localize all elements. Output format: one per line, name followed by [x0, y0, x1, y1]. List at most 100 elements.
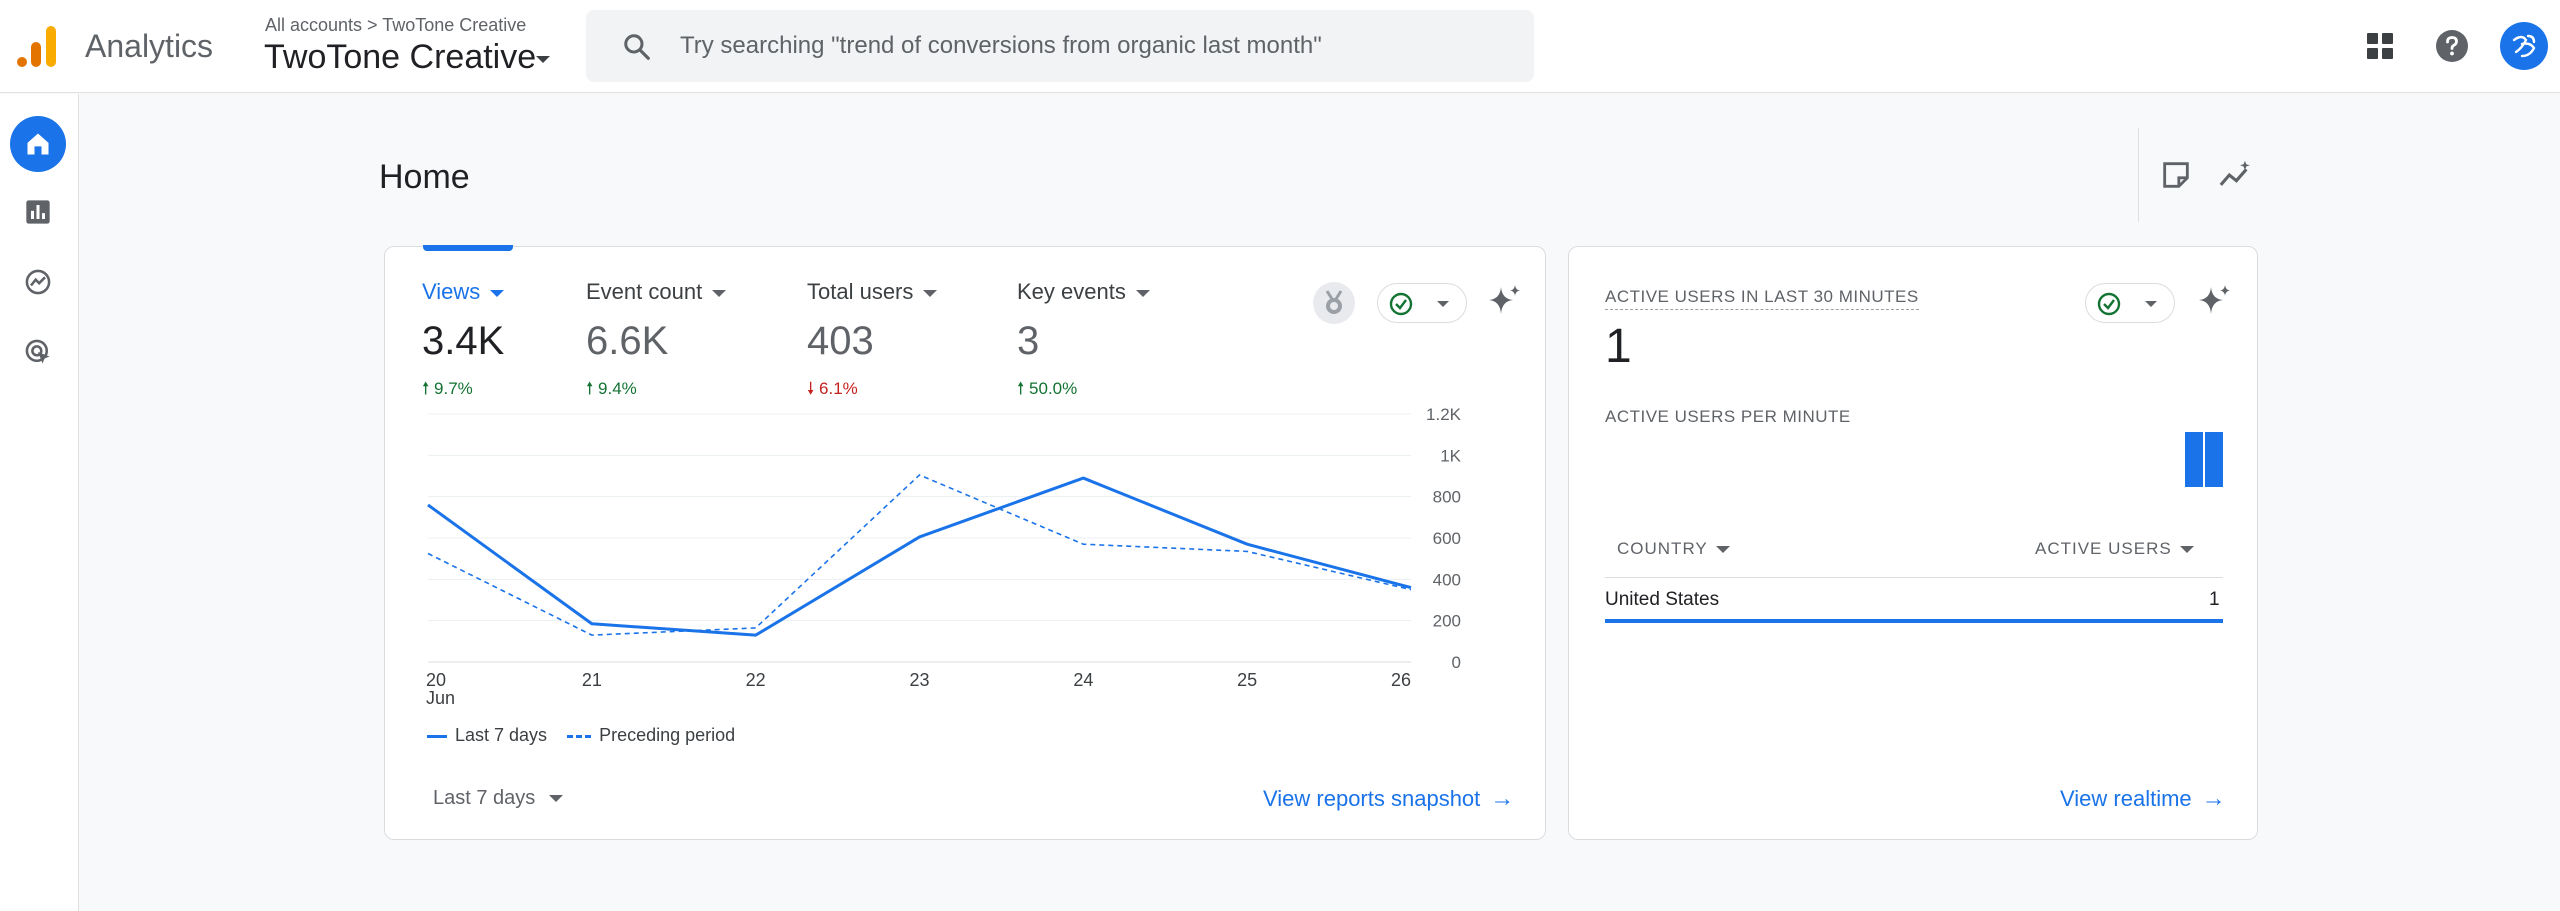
- top-app-bar: Analytics All accounts > TwoTone Creativ…: [0, 0, 2560, 93]
- arrow-up-icon: 🠕: [1017, 379, 1025, 398]
- search-input[interactable]: [680, 10, 1510, 82]
- metric-delta: 🠕 50.0%: [1017, 379, 1078, 398]
- realtime-title[interactable]: ACTIVE USERS IN LAST 30 MINUTES: [1605, 287, 1919, 310]
- chevron-down-icon: [2179, 546, 2194, 554]
- per-minute-title: ACTIVE USERS PER MINUTE: [1605, 407, 1851, 426]
- y-tick-label: 600: [1433, 529, 1461, 548]
- check-circle-icon: [1389, 292, 1449, 316]
- check-circle-icon: [2097, 292, 2157, 316]
- app-name: Analytics: [85, 28, 214, 64]
- metric-label: Key events: [1017, 279, 1126, 304]
- metric-label: Views: [422, 279, 481, 304]
- view-realtime-link[interactable]: View realtime →: [2060, 785, 2226, 813]
- left-nav-rail: [0, 94, 79, 911]
- x-tick-label: 20: [426, 670, 446, 690]
- date-range-selector[interactable]: Last 7 days: [433, 787, 564, 810]
- chevron-down-icon: [490, 289, 505, 297]
- x-tick-label: 23: [909, 670, 929, 690]
- account-selector[interactable]: TwoTone Creative: [264, 38, 537, 76]
- column-header-country[interactable]: COUNTRY: [1617, 539, 1730, 559]
- nav-advertising[interactable]: [10, 324, 66, 380]
- selected-tab-indicator: [423, 245, 513, 251]
- apps-grid-icon[interactable]: [2366, 32, 2394, 60]
- sparkle-icon[interactable]: [2197, 283, 2233, 319]
- views-line-chart: 0 200 400 600 800 1K 1.2K 20 21 22 23 24 25 26 Jun: [426, 405, 1462, 708]
- account-caret-icon[interactable]: [536, 56, 550, 63]
- metric-value: 6.6K: [586, 319, 669, 363]
- metric-label: Event count: [586, 279, 703, 304]
- arrow-right-icon: →: [1490, 785, 1515, 812]
- medal-icon: [1325, 290, 1343, 314]
- minute-bar: [2205, 432, 2223, 487]
- metric-views[interactable]: Views 3.4K 🠕 9.7%: [422, 279, 505, 405]
- table-divider: [1605, 577, 2223, 578]
- nav-explore[interactable]: [10, 254, 66, 310]
- y-tick-label: 0: [1452, 653, 1461, 672]
- nav-reports[interactable]: [10, 184, 66, 240]
- metric-key-events[interactable]: Key events 3 🠕 50.0%: [1017, 279, 1150, 405]
- x-tick-label: 25: [1237, 670, 1257, 690]
- bar-chart-icon: [26, 200, 50, 224]
- arrow-down-icon: 🠗: [807, 379, 815, 398]
- metric-delta: 🠗 6.1%: [807, 379, 858, 398]
- breadcrumb[interactable]: All accounts > TwoTone Creative: [265, 15, 527, 35]
- metric-value: 403: [807, 319, 874, 363]
- row-share-bar: [1605, 619, 2223, 623]
- search-icon: [624, 34, 650, 60]
- realtime-value: 1: [1605, 320, 1632, 373]
- header-divider: [2138, 128, 2139, 222]
- overview-card: Views 3.4K 🠕 9.7% Event count 6.6K 🠕 9.4…: [384, 245, 1546, 840]
- column-header-active-users[interactable]: ACTIVE USERS: [2035, 539, 2194, 559]
- column-header-label: COUNTRY: [1617, 539, 1708, 558]
- metric-label: Total users: [807, 279, 914, 304]
- avatar[interactable]: [2500, 22, 2548, 70]
- minute-bar: [2185, 432, 2203, 487]
- y-tick-label: 1K: [1440, 446, 1461, 465]
- x-tick-label: 24: [1073, 670, 1093, 690]
- chevron-down-icon: [549, 795, 564, 803]
- metric-delta: 🠕 9.4%: [586, 379, 637, 398]
- legend-previous-label: Preceding period: [599, 725, 736, 745]
- target-cursor-icon: [25, 339, 50, 364]
- help-icon[interactable]: [2435, 29, 2469, 63]
- metric-event-count[interactable]: Event count 6.6K 🠕 9.4%: [586, 279, 727, 405]
- search-bar[interactable]: [586, 10, 1534, 82]
- analytics-logo[interactable]: [16, 24, 60, 68]
- x-sub-label: Jun: [426, 688, 455, 708]
- link-label: View reports snapshot: [1263, 786, 1481, 811]
- badge-button[interactable]: [1313, 282, 1355, 324]
- page-title: Home: [379, 158, 470, 196]
- date-range-label: Last 7 days: [433, 787, 536, 809]
- metric-value: 3.4K: [422, 319, 505, 363]
- nav-home[interactable]: [10, 116, 66, 172]
- data-quality-dropdown[interactable]: [1377, 283, 1467, 323]
- notes-icon[interactable]: [2159, 158, 2193, 192]
- column-header-label: ACTIVE USERS: [2035, 539, 2172, 558]
- y-tick-label: 800: [1433, 488, 1461, 507]
- series-line-preceding: [427, 474, 1412, 636]
- legend-solid-swatch: [427, 734, 447, 738]
- chevron-down-icon: [712, 289, 727, 297]
- home-icon: [27, 133, 49, 155]
- y-tick-label: 200: [1433, 612, 1461, 631]
- realtime-card: ACTIVE USERS IN LAST 30 MINUTES 1 ACTIVE…: [1568, 246, 2258, 840]
- view-reports-snapshot-link[interactable]: View reports snapshot →: [1263, 785, 1514, 813]
- link-label: View realtime: [2060, 786, 2192, 811]
- per-minute-bar-chart: [2185, 432, 2223, 487]
- chevron-down-icon: [1715, 546, 1730, 554]
- realtime-quality-dropdown[interactable]: [2085, 283, 2175, 323]
- series-line-current: [427, 476, 1412, 637]
- metric-total-users[interactable]: Total users 403 🠗 6.1%: [807, 279, 938, 405]
- explore-trend-icon: [25, 269, 51, 295]
- y-tick-label: 1.2K: [1426, 405, 1462, 424]
- chevron-down-icon: [923, 289, 938, 297]
- insights-icon[interactable]: [2218, 158, 2252, 192]
- country-cell: United States: [1605, 589, 1720, 610]
- avatar-glyph-icon: [2512, 34, 2536, 58]
- metric-value: 3: [1017, 319, 1040, 363]
- sparkle-icon[interactable]: [1487, 283, 1523, 319]
- arrow-right-icon: →: [2201, 785, 2226, 812]
- metric-delta: 🠕 9.7%: [422, 379, 473, 398]
- arrow-up-icon: 🠕: [586, 379, 594, 398]
- y-tick-label: 400: [1433, 570, 1461, 589]
